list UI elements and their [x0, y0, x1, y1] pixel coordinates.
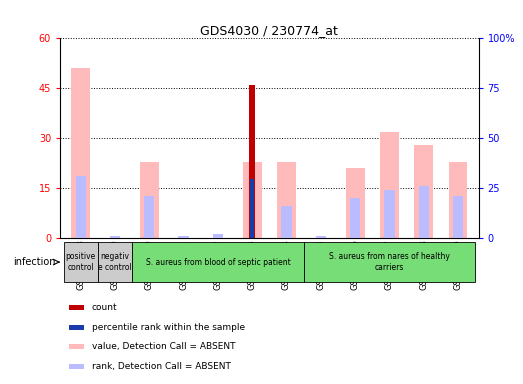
Bar [98, 242, 132, 282]
Bar [69, 305, 84, 310]
Text: positive
control: positive control [65, 252, 96, 272]
Text: count: count [92, 303, 118, 313]
Bar [140, 162, 159, 238]
Bar [304, 242, 475, 282]
Bar [380, 132, 399, 238]
Bar [71, 68, 90, 238]
Bar [316, 236, 326, 238]
Bar [277, 162, 296, 238]
Bar [69, 344, 84, 349]
Bar [449, 162, 468, 238]
Bar [69, 364, 84, 369]
Text: S. aureus from nares of healthy
carriers: S. aureus from nares of healthy carriers [329, 252, 450, 272]
Text: rank, Detection Call = ABSENT: rank, Detection Call = ABSENT [92, 362, 231, 371]
Bar [281, 206, 292, 238]
Bar [213, 234, 223, 238]
Text: negativ
e control: negativ e control [98, 252, 132, 272]
Bar [250, 179, 254, 238]
Bar [64, 242, 98, 282]
Bar [418, 186, 429, 238]
Bar [178, 236, 189, 238]
Bar [453, 196, 463, 238]
Bar [249, 85, 255, 238]
Bar [414, 145, 433, 238]
Bar [132, 242, 304, 282]
Bar [384, 190, 394, 238]
Text: infection: infection [14, 257, 56, 267]
Text: percentile rank within the sample: percentile rank within the sample [92, 323, 245, 332]
Text: S. aureus from blood of septic patient: S. aureus from blood of septic patient [145, 258, 290, 266]
Text: value, Detection Call = ABSENT: value, Detection Call = ABSENT [92, 342, 235, 351]
Bar [110, 236, 120, 238]
Bar [243, 162, 262, 238]
Bar [76, 176, 86, 238]
Bar [144, 196, 154, 238]
Bar [346, 168, 365, 238]
Title: GDS4030 / 230774_at: GDS4030 / 230774_at [200, 24, 338, 37]
Bar [69, 325, 84, 330]
Bar [350, 198, 360, 238]
